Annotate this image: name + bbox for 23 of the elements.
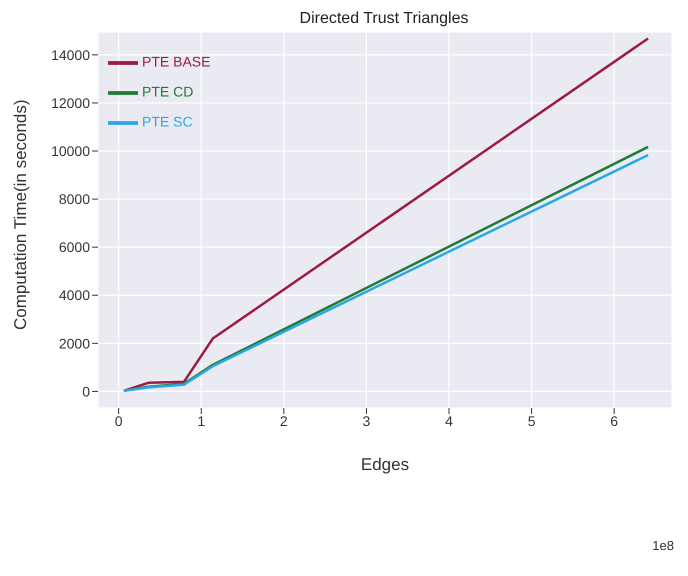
y-tick-label: 12000 (51, 94, 90, 111)
y-axis-title: Computation Time(in seconds) (11, 99, 30, 330)
legend-label: PTE SC (142, 114, 193, 130)
legend-label: PTE BASE (142, 54, 210, 70)
y-tick-label: 2000 (58, 335, 90, 352)
x-tick-label: 4 (445, 412, 454, 429)
text: 1e8 (652, 538, 674, 553)
y-tick-label: 10000 (51, 142, 90, 159)
x-tick-label: 2 (280, 412, 288, 429)
y-tick-label: 6000 (58, 239, 90, 256)
x-axis-title: Edges (360, 455, 410, 474)
chart-title: Directed Trust Triangles (298, 10, 470, 28)
y-tick-label: 4000 (58, 287, 90, 304)
x-tick-label: 1 (197, 412, 206, 429)
x-tick-label: 6 (610, 412, 618, 429)
x-tick-label: 5 (528, 412, 536, 429)
y-tick-label: 14000 (51, 46, 90, 63)
legend-label: PTE CD (142, 84, 194, 100)
x-tick-label: 0 (114, 412, 123, 429)
y-tick-label: 8000 (58, 191, 90, 208)
y-tick-label: 0 (82, 383, 90, 400)
line-series (122, 37, 650, 392)
x-tick-label: 3 (362, 412, 371, 429)
